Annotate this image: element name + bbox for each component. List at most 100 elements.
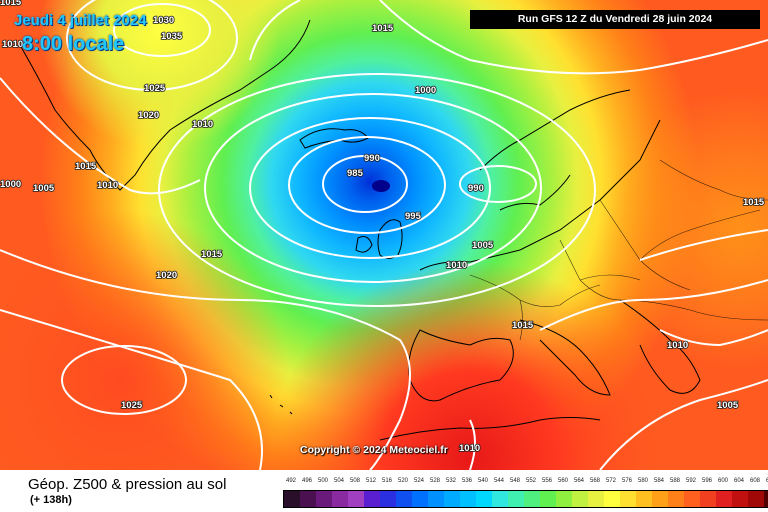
isobar-label: 1010 [459,443,480,454]
legend-tick-label: 536 [461,478,472,484]
legend-swatch [348,491,364,507]
isobar-label: 1005 [33,183,55,194]
legend-tick-label: 552 [525,478,536,484]
isobar-label: 1005 [472,240,494,251]
legend-swatch [636,491,652,507]
legend-swatch [476,491,492,507]
legend-tick-label: 512 [365,478,376,484]
legend-tick-label: 612 [765,478,768,484]
isobar-label: 985 [347,168,364,179]
legend-swatch [540,491,556,507]
legend-tick-label: 588 [669,478,680,484]
legend-tick-label: 560 [557,478,568,484]
legend-tick-label: 596 [701,478,712,484]
isobar-label: 990 [468,183,484,194]
legend-swatch [444,491,460,507]
isobar-label: 1000 [0,179,21,190]
low-pressure-center [372,180,390,192]
legend-swatch [380,491,396,507]
legend-swatch [396,491,412,507]
legend-tick-label: 584 [653,478,664,484]
copyright-notice: Copyright © 2024 Meteociel.fr [300,444,448,456]
legend-tick-label: 548 [509,478,520,484]
legend-tick-label: 504 [333,478,344,484]
legend-tick-label: 528 [429,478,440,484]
isobar-label: 1015 [75,161,97,172]
isobar-label: 1000 [415,85,436,96]
isobar-label: 1010 [2,39,23,50]
isobar-label: 1015 [372,23,394,34]
legend-tick-label: 608 [749,478,760,484]
legend-tick-label: 520 [397,478,408,484]
legend-swatches [283,490,768,508]
legend-swatch [732,491,748,507]
isobars [0,0,768,470]
legend-swatch [284,491,300,507]
legend-swatch [684,491,700,507]
legend-tick-label: 508 [349,478,360,484]
legend-tick-label: 492 [285,478,296,484]
legend-swatch [588,491,604,507]
legend-tick-label: 556 [541,478,552,484]
legend-tick-label: 572 [605,478,616,484]
forecast-time: 8:00 locale [22,33,125,55]
legend-swatch [412,491,428,507]
isobar-label: 1010 [446,260,467,271]
legend-tick-labels: 492 496 500 504 508 512 516 520 524 528 532 536 540 5… [283,478,768,490]
legend-tick-label: 532 [445,478,456,484]
legend-swatch [556,491,572,507]
legend-swatch [652,491,668,507]
legend-swatch [716,491,732,507]
map-footer: Géop. Z500 & pression au sol (+ 138h) 49… [0,470,768,512]
isobar-label: 1015 [0,0,22,8]
legend-tick-label: 516 [381,478,392,484]
legend-tick-label: 604 [733,478,744,484]
geopotential-pressure-map: 1030 1035 1015 1015 1010 1025 1020 1010 … [0,0,768,470]
legend-tick-label: 580 [637,478,648,484]
isobar-labels: 1030 1035 1015 1015 1010 1025 1020 1010 … [0,0,766,455]
legend-tick-label: 600 [717,478,728,484]
isobar-label: 1020 [138,110,159,121]
isobar-label: 1030 [153,15,174,26]
isobar-label: 1010 [667,340,688,351]
forecast-date: Jeudi 4 juillet 2024 [14,12,147,29]
legend-swatch [700,491,716,507]
product-title: Géop. Z500 & pression au sol [28,476,227,493]
legend-tick-label: 592 [685,478,696,484]
isobar-label: 1015 [512,320,534,331]
legend-swatch [316,491,332,507]
isobar-label: 1025 [121,400,143,411]
legend-tick-label: 496 [301,478,312,484]
legend-swatch [300,491,316,507]
legend-tick-label: 568 [589,478,600,484]
isobar-label: 1005 [717,400,739,411]
legend-swatch [668,491,684,507]
isobar-label: 1025 [144,83,166,94]
isobar-label: 990 [364,153,380,164]
model-run-label: Run GFS 12 Z du Vendredi 28 juin 2024 [470,10,760,29]
legend-swatch [508,491,524,507]
legend-swatch [764,491,768,507]
legend-swatch [620,491,636,507]
isobar-label: 1010 [97,180,118,191]
legend-tick-label: 524 [413,478,424,484]
legend-tick-label: 544 [493,478,504,484]
legend-tick-label: 576 [621,478,632,484]
legend-swatch [604,491,620,507]
isobar-label: 995 [405,211,422,222]
legend-tick-label: 564 [573,478,584,484]
legend-tick-label: 500 [317,478,328,484]
legend-swatch [460,491,476,507]
isobar-label: 1010 [192,119,213,130]
isobar-label: 1015 [201,249,223,260]
lead-time: (+ 138h) [30,494,72,506]
legend-swatch [524,491,540,507]
isobar-label: 1020 [156,270,177,281]
legend-swatch [364,491,380,507]
isobar-label: 1035 [161,31,183,42]
coastlines [19,19,701,441]
legend-swatch [332,491,348,507]
color-scale-legend: 492 496 500 504 508 512 516 520 524 528 532 536 540 5… [283,478,768,508]
legend-swatch [492,491,508,507]
isobar-label: 1015 [743,197,765,208]
